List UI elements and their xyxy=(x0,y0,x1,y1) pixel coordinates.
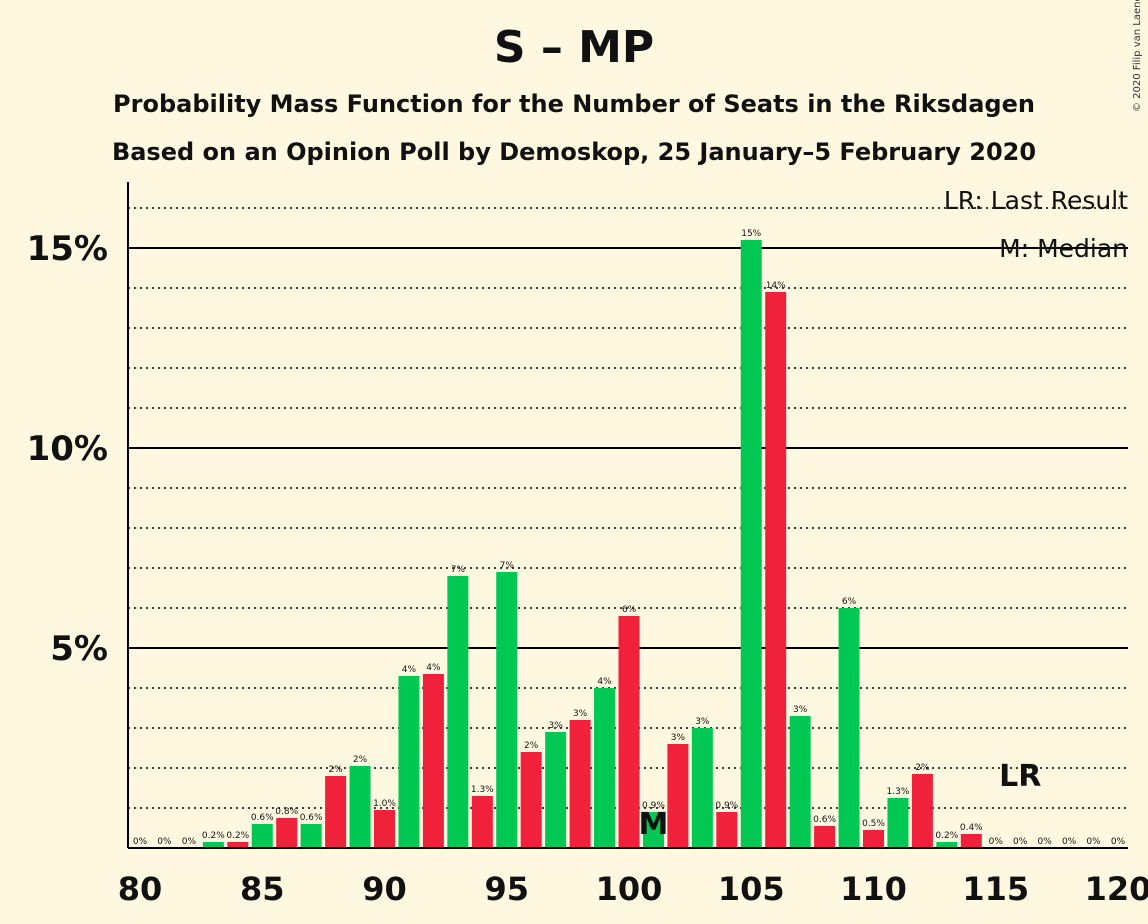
bar-label-seat-85: 0.6% xyxy=(251,813,274,823)
bars xyxy=(202,240,982,848)
legend-last-result: LR: Last Result xyxy=(943,186,1128,215)
bar-label-seat-101: 0.9% xyxy=(642,801,665,811)
bar-seat-98 xyxy=(569,720,591,848)
last-result-marker: LR xyxy=(999,759,1041,794)
bar-seat-107 xyxy=(789,716,811,848)
bar-seat-94 xyxy=(471,796,493,848)
bar-seat-111 xyxy=(887,798,909,848)
bar-label-seat-87: 0.6% xyxy=(300,813,323,823)
bar-label-seat-98: 3% xyxy=(573,709,588,719)
bar-seat-92 xyxy=(422,674,444,848)
x-tick-label-110: 110 xyxy=(840,870,907,908)
bar-seat-95 xyxy=(496,572,518,848)
x-tick-label-95: 95 xyxy=(484,870,529,908)
axes: 80 85 90 95 100 105 110 115 120 5% 10% 15% xyxy=(27,182,1148,908)
bar-seat-90 xyxy=(374,810,395,848)
bar-label-seat-116: 0% xyxy=(1013,837,1028,847)
bar-seat-85 xyxy=(251,824,273,848)
bar-seat-109 xyxy=(838,608,860,848)
bar-seat-86 xyxy=(276,818,298,848)
bar-seat-93 xyxy=(447,576,469,848)
chart-subtitle-1: Probability Mass Function for the Number… xyxy=(113,90,1035,118)
bar-label-seat-113: 0.2% xyxy=(935,831,958,841)
bar-seat-96 xyxy=(520,752,542,848)
bar-labels: 0% 0% 0%0.2% 0.2%0.6%0.8%0.6%2%2%1.0%4% 4%7%… xyxy=(133,229,1126,847)
bar-seat-104 xyxy=(716,812,738,848)
bar-label-seat-91: 4% xyxy=(402,665,417,675)
bar-label-seat-117: 0% xyxy=(1038,837,1053,847)
y-tick-label-15: 15% xyxy=(27,229,108,269)
y-tick-label-5: 5% xyxy=(50,629,108,669)
bar-label-seat-83: 0.2% xyxy=(202,831,225,841)
bar-label-seat-104: 0.9% xyxy=(715,801,738,811)
median-marker: M xyxy=(639,807,669,842)
bar-label-seat-100: 6% xyxy=(622,605,637,615)
bar-label-seat-102: 3% xyxy=(671,733,686,743)
bar-seat-103 xyxy=(691,728,713,848)
bar-label-seat-105: 15% xyxy=(741,229,761,239)
bar-label-seat-110: 0.5% xyxy=(862,819,885,829)
bar-label-seat-103: 3% xyxy=(695,717,710,727)
bar-seat-101 xyxy=(642,812,664,848)
bar-seat-97 xyxy=(545,732,567,848)
chart-title: S – MP xyxy=(493,22,655,73)
bar-seat-112 xyxy=(911,774,933,848)
bar-seat-106 xyxy=(765,292,787,848)
markers: M LR xyxy=(639,759,1042,842)
x-tick-label-105: 105 xyxy=(718,870,785,908)
bar-label-seat-107: 3% xyxy=(793,705,808,715)
bar-label-seat-99: 4% xyxy=(597,677,612,687)
bar-label-seat-94: 1.3% xyxy=(471,785,494,795)
legend-median: M: Median xyxy=(999,234,1128,263)
bar-label-seat-118: 0% xyxy=(1062,837,1077,847)
bar-seat-89 xyxy=(349,766,371,848)
bar-seat-91 xyxy=(398,676,420,848)
bar-seat-114 xyxy=(960,834,982,848)
x-tick-label-100: 100 xyxy=(596,870,663,908)
bar-label-seat-81: 0% xyxy=(157,837,172,847)
bar-label-seat-82: 0% xyxy=(182,837,197,847)
x-tick-label-80: 80 xyxy=(118,870,163,908)
bar-label-seat-93: 7% xyxy=(451,565,466,575)
bar-label-seat-96: 2% xyxy=(524,741,539,751)
x-tick-label-90: 90 xyxy=(362,870,407,908)
bar-label-seat-97: 3% xyxy=(549,721,564,731)
x-tick-label-120: 120 xyxy=(1085,870,1148,908)
bar-seat-99 xyxy=(594,688,616,848)
chart-subtitle-2: Based on an Opinion Poll by Demoskop, 25… xyxy=(111,138,1037,166)
bar-seat-87 xyxy=(300,824,322,848)
x-tick-label-115: 115 xyxy=(962,870,1029,908)
bar-label-seat-92: 4% xyxy=(426,663,441,673)
bar-seat-88 xyxy=(325,776,347,848)
bar-seat-110 xyxy=(863,830,884,848)
bar-label-seat-90: 1.0% xyxy=(373,799,396,809)
bar-seat-105 xyxy=(740,240,762,848)
bar-seat-102 xyxy=(667,744,689,848)
bar-label-seat-111: 1.3% xyxy=(887,787,910,797)
bar-label-seat-84: 0.2% xyxy=(226,831,249,841)
bar-label-seat-86: 0.8% xyxy=(275,807,298,817)
bar-seat-84 xyxy=(227,842,249,848)
bar-label-seat-89: 2% xyxy=(353,755,368,765)
bar-label-seat-88: 2% xyxy=(328,765,343,775)
y-tick-label-10: 10% xyxy=(27,429,108,469)
bar-label-seat-114: 0.4% xyxy=(960,823,983,833)
bar-label-seat-120: 0% xyxy=(1111,837,1126,847)
bar-label-seat-108: 0.6% xyxy=(813,815,836,825)
bar-label-seat-115: 0% xyxy=(989,837,1004,847)
bar-label-seat-106: 14% xyxy=(766,281,786,291)
x-tick-label-85: 85 xyxy=(240,870,285,908)
bar-seat-100 xyxy=(618,616,640,848)
bar-label-seat-95: 7% xyxy=(500,561,515,571)
bar-seat-113 xyxy=(936,842,958,848)
bar-seat-83 xyxy=(202,842,224,848)
bar-label-seat-119: 0% xyxy=(1086,837,1101,847)
bar-label-seat-109: 6% xyxy=(842,597,857,607)
bar-label-seat-112: 2% xyxy=(915,763,930,773)
bar-seat-108 xyxy=(814,826,836,848)
bar-label-seat-80: 0% xyxy=(133,837,148,847)
